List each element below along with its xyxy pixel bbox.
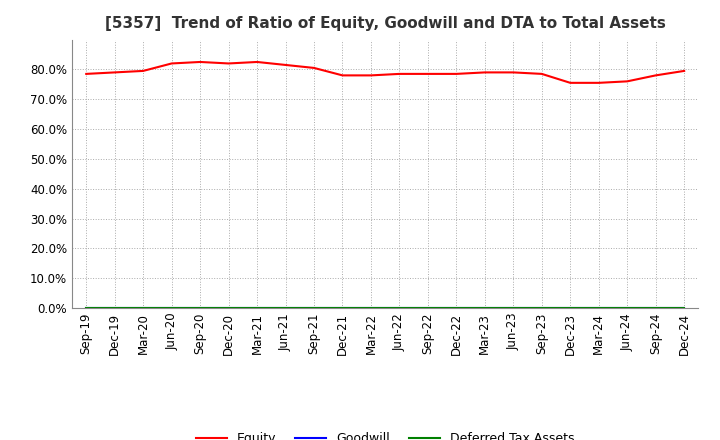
Goodwill	[509, 305, 518, 311]
Deferred Tax Assets	[196, 305, 204, 311]
Goodwill	[310, 305, 318, 311]
Equity	[680, 68, 688, 73]
Goodwill	[395, 305, 404, 311]
Deferred Tax Assets	[595, 305, 603, 311]
Equity	[509, 70, 518, 75]
Deferred Tax Assets	[566, 305, 575, 311]
Equity	[167, 61, 176, 66]
Equity	[366, 73, 375, 78]
Goodwill	[566, 305, 575, 311]
Goodwill	[139, 305, 148, 311]
Goodwill	[452, 305, 461, 311]
Equity	[139, 68, 148, 73]
Deferred Tax Assets	[310, 305, 318, 311]
Goodwill	[680, 305, 688, 311]
Goodwill	[652, 305, 660, 311]
Deferred Tax Assets	[423, 305, 432, 311]
Goodwill	[338, 305, 347, 311]
Deferred Tax Assets	[282, 305, 290, 311]
Deferred Tax Assets	[139, 305, 148, 311]
Equity	[225, 61, 233, 66]
Goodwill	[225, 305, 233, 311]
Deferred Tax Assets	[652, 305, 660, 311]
Goodwill	[595, 305, 603, 311]
Goodwill	[82, 305, 91, 311]
Goodwill	[196, 305, 204, 311]
Goodwill	[167, 305, 176, 311]
Deferred Tax Assets	[253, 305, 261, 311]
Equity	[253, 59, 261, 65]
Deferred Tax Assets	[480, 305, 489, 311]
Equity	[480, 70, 489, 75]
Equity	[452, 71, 461, 77]
Equity	[652, 73, 660, 78]
Title: [5357]  Trend of Ratio of Equity, Goodwill and DTA to Total Assets: [5357] Trend of Ratio of Equity, Goodwil…	[105, 16, 665, 32]
Goodwill	[282, 305, 290, 311]
Equity	[310, 65, 318, 70]
Goodwill	[480, 305, 489, 311]
Goodwill	[366, 305, 375, 311]
Deferred Tax Assets	[82, 305, 91, 311]
Goodwill	[423, 305, 432, 311]
Deferred Tax Assets	[537, 305, 546, 311]
Deferred Tax Assets	[167, 305, 176, 311]
Goodwill	[537, 305, 546, 311]
Deferred Tax Assets	[623, 305, 631, 311]
Deferred Tax Assets	[509, 305, 518, 311]
Equity	[423, 71, 432, 77]
Equity	[282, 62, 290, 68]
Equity	[537, 71, 546, 77]
Equity	[623, 79, 631, 84]
Deferred Tax Assets	[680, 305, 688, 311]
Equity	[595, 80, 603, 85]
Equity	[395, 71, 404, 77]
Equity	[566, 80, 575, 85]
Line: Equity: Equity	[86, 62, 684, 83]
Equity	[82, 71, 91, 77]
Equity	[338, 73, 347, 78]
Deferred Tax Assets	[338, 305, 347, 311]
Deferred Tax Assets	[452, 305, 461, 311]
Equity	[110, 70, 119, 75]
Goodwill	[623, 305, 631, 311]
Deferred Tax Assets	[225, 305, 233, 311]
Deferred Tax Assets	[366, 305, 375, 311]
Deferred Tax Assets	[110, 305, 119, 311]
Legend: Equity, Goodwill, Deferred Tax Assets: Equity, Goodwill, Deferred Tax Assets	[191, 427, 580, 440]
Goodwill	[253, 305, 261, 311]
Equity	[196, 59, 204, 65]
Deferred Tax Assets	[395, 305, 404, 311]
Goodwill	[110, 305, 119, 311]
